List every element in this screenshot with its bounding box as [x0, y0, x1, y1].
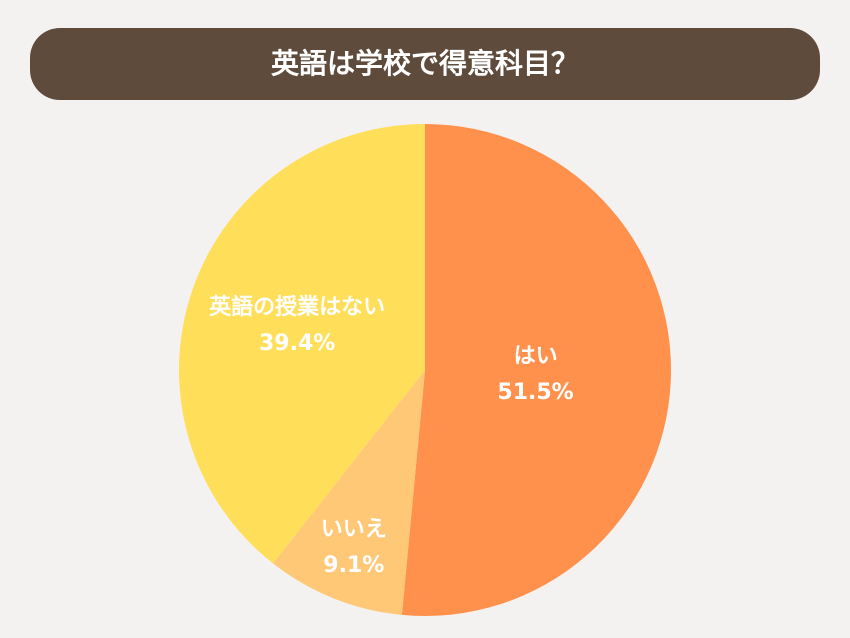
- pie: [179, 124, 671, 616]
- pie-slice: [179, 124, 425, 564]
- pie-slice: [273, 370, 425, 615]
- slice-label: 英語の授業はない: [209, 294, 385, 320]
- pie-slice: [401, 124, 671, 616]
- value-label: 9.1%: [323, 553, 384, 578]
- chart-title: 英語は学校で得意科目？: [271, 47, 579, 80]
- slice-label: いいえ: [321, 517, 387, 542]
- slice-label: はい: [514, 344, 558, 369]
- value-label: 51.5%: [497, 380, 573, 405]
- labels: はい 51.5% いいえ 9.1% 英語の授業はない 39.4%: [209, 294, 574, 578]
- value-label: 39.4%: [259, 331, 335, 356]
- title-bar: [30, 28, 820, 100]
